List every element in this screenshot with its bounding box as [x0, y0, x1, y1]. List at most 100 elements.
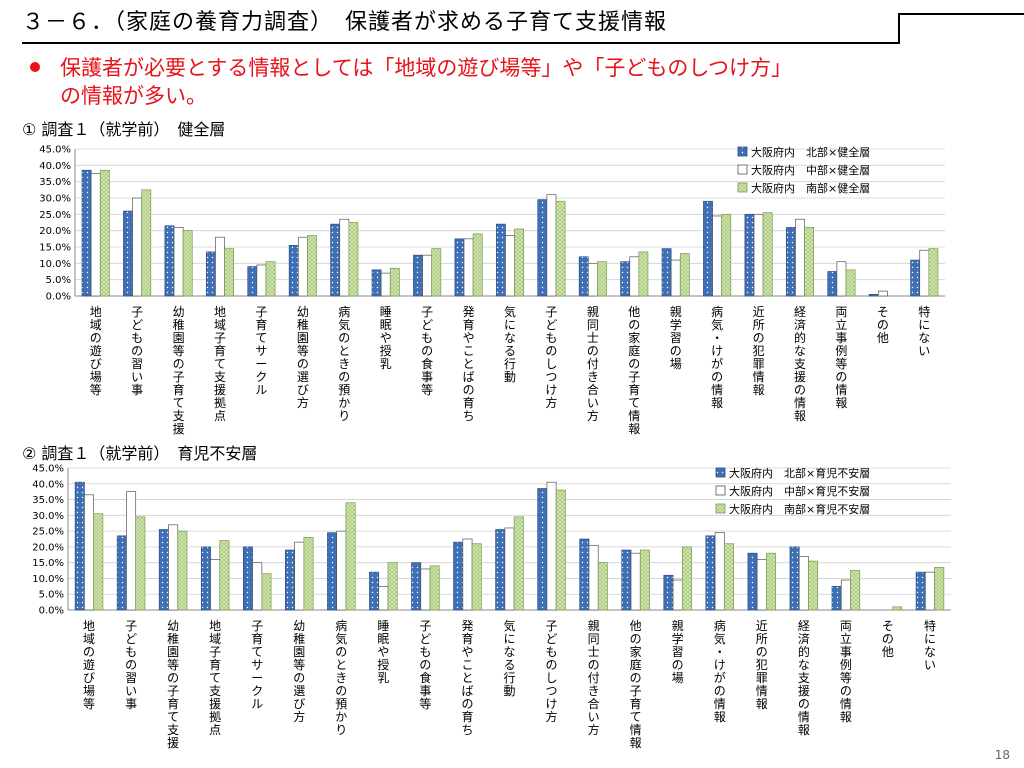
category-label: 親学習の場: [672, 619, 684, 685]
y-tick-label: 0.0%: [46, 292, 71, 303]
bar-middle: [795, 218, 805, 297]
bar-south: [555, 489, 566, 611]
category-label: 病気・けがの情報: [711, 304, 723, 410]
bar-north: [74, 481, 85, 611]
legend-swatch: [737, 182, 748, 193]
category-label: 子どもの習い事: [125, 619, 137, 711]
bar-middle: [504, 527, 515, 611]
bar-north: [81, 169, 92, 297]
bar-middle: [546, 481, 557, 611]
bar-south: [177, 530, 188, 611]
y-tick-label: 30.0%: [39, 194, 71, 205]
y-tick-label: 35.0%: [39, 177, 71, 188]
legend-label: 大阪府内 中部×育児不安層: [729, 484, 870, 498]
category-label: 親同士の付き合い方: [587, 305, 599, 423]
category-label: 子どもの食事等: [421, 305, 433, 397]
category-label: 子どものしつけ方: [545, 305, 557, 410]
bar-north: [205, 251, 216, 297]
legend-label: 大阪府内 北部×健全層: [751, 145, 870, 159]
bar-north: [453, 541, 464, 611]
bar-middle: [712, 215, 723, 297]
bar-middle: [90, 173, 101, 297]
bar-middle: [670, 259, 681, 297]
bar-south: [431, 248, 442, 297]
category-label: 病気のときの預かり: [338, 304, 350, 423]
bar-north: [123, 210, 133, 297]
bar-north: [371, 269, 382, 297]
bar-north: [495, 223, 506, 297]
bar-north: [288, 245, 299, 297]
bullet-text-line1: 保護者が必要とする情報としては「地域の遊び場等」や「子どものしつけ方」: [60, 56, 793, 80]
bar-south: [93, 513, 104, 611]
category-label: 気になる行動: [503, 618, 515, 698]
bar-north: [158, 529, 169, 611]
category-label: 幼稚園等の子育て支援: [173, 305, 185, 436]
y-tick-label: 35.0%: [32, 495, 64, 506]
category-label: 子どもの習い事: [131, 305, 143, 397]
bar-south: [471, 543, 482, 611]
bar-middle: [505, 235, 515, 297]
bar-middle: [256, 264, 267, 297]
bar-south: [934, 567, 945, 611]
bar-north: [330, 223, 341, 297]
bar-chart-healthy: 0.0% 5.0% 10.0% 15.0% 20.0% 25.0% 30.0% 35.0% 40…: [39, 145, 945, 436]
y-tick-label: 10.0%: [32, 574, 64, 585]
bar-middle: [173, 227, 184, 297]
title-corner-frame: [898, 13, 1024, 44]
bar-middle: [753, 213, 764, 297]
y-tick-label: 20.0%: [39, 226, 71, 237]
bar-north: [200, 546, 211, 611]
bar-north: [663, 574, 674, 611]
category-label: 幼稚園等の選び方: [297, 305, 309, 410]
bar-middle: [420, 568, 431, 611]
bar-north: [705, 535, 716, 611]
bar-south: [348, 222, 359, 297]
y-tick-label: 40.0%: [39, 161, 71, 172]
legend-swatch: [715, 503, 726, 514]
bar-north: [868, 294, 879, 297]
bar-north: [242, 546, 253, 611]
bar-north: [454, 238, 465, 297]
legend-label: 大阪府内 中部×健全層: [751, 163, 870, 177]
bar-middle: [132, 197, 143, 297]
bar-north: [747, 552, 758, 611]
y-tick-label: 15.0%: [39, 243, 71, 254]
bar-middle: [630, 552, 641, 611]
bar-north: [537, 199, 548, 297]
bar-north: [537, 488, 548, 611]
bar-middle: [84, 494, 94, 611]
category-label: 親同士の付き合い方: [588, 619, 600, 737]
bar-south: [472, 233, 483, 297]
bar-middle: [877, 290, 888, 297]
y-tick-label: 25.0%: [32, 527, 64, 538]
category-label: 経済的な支援の情報: [798, 619, 810, 737]
bar-south: [514, 228, 525, 297]
bar-north: [789, 546, 800, 611]
bar-north: [495, 529, 506, 611]
y-tick-label: 5.0%: [46, 275, 71, 286]
bar-middle: [925, 571, 935, 611]
title-underline: [22, 42, 898, 44]
bar-middle: [756, 559, 767, 611]
bar-north: [411, 562, 422, 611]
bar-south: [303, 537, 314, 611]
category-label: 近所の犯罪情報: [753, 305, 765, 397]
bar-south: [429, 565, 440, 611]
y-tick-label: 15.0%: [32, 558, 64, 569]
category-label: 子どもの食事等: [419, 619, 431, 711]
category-label: 地域子育て支援拠点: [214, 305, 226, 423]
category-label: 特にない: [924, 618, 936, 672]
bar-middle: [215, 236, 225, 297]
bar-middle: [210, 559, 221, 611]
bar-chart-anxiety: 0.0% 5.0% 10.0% 15.0% 20.0% 25.0% 30.0% 35.0% 40…: [32, 464, 951, 750]
bar-south: [387, 562, 398, 611]
category-label: 地域子育て支援拠点: [209, 619, 221, 737]
category-label: 近所の犯罪情報: [756, 619, 768, 711]
y-tick-label: 30.0%: [32, 511, 64, 522]
bar-middle: [463, 238, 474, 297]
legend-swatch: [715, 485, 726, 496]
bullet-icon: [30, 62, 40, 72]
bar-middle: [380, 272, 391, 297]
legend-label: 大阪府内 北部×育児不安層: [729, 466, 870, 480]
bar-south: [135, 516, 146, 611]
